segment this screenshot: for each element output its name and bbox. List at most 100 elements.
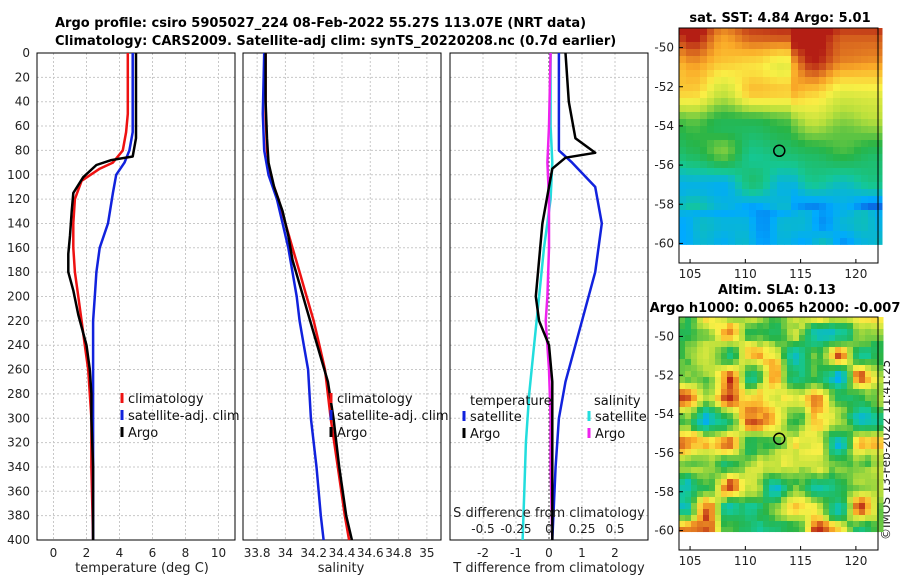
- map-cell: [697, 317, 704, 324]
- map-cell: [799, 485, 806, 492]
- map-cell: [727, 317, 734, 324]
- map-cell: [799, 425, 806, 432]
- map-cell: [835, 377, 842, 384]
- map-cell: [875, 210, 883, 218]
- map-cell: [777, 105, 785, 113]
- map-cell: [871, 503, 878, 510]
- map-cell: [868, 126, 876, 134]
- map-cell: [840, 126, 848, 134]
- map-cell: [817, 509, 824, 516]
- map-cell: [735, 182, 743, 190]
- map-cell: [721, 353, 728, 360]
- map-cell: [685, 479, 692, 486]
- map-cell: [777, 189, 785, 197]
- map-cell: [739, 521, 746, 528]
- map-cell: [735, 140, 743, 148]
- map-cell: [739, 503, 746, 510]
- map-cell: [751, 461, 758, 468]
- map-cell: [735, 224, 743, 232]
- map-cell: [728, 84, 736, 92]
- map-cell: [793, 503, 800, 510]
- map-cell: [697, 413, 704, 420]
- map-cell: [756, 70, 764, 78]
- map-cell: [871, 395, 878, 402]
- map-cell: [861, 84, 869, 92]
- map-cell: [877, 365, 884, 372]
- map-cell: [739, 515, 746, 522]
- map-cell: [840, 133, 848, 141]
- map-cell: [875, 224, 883, 232]
- map-cell: [798, 140, 806, 148]
- map-cell: [745, 371, 752, 378]
- map-cell: [751, 365, 758, 372]
- map-cell: [805, 335, 812, 342]
- map-cell: [865, 359, 872, 366]
- map-cell: [700, 70, 708, 78]
- map-cell: [859, 413, 866, 420]
- map-cell: [679, 509, 686, 516]
- map-cell: [817, 437, 824, 444]
- map-cell: [697, 455, 704, 462]
- map-cell: [854, 161, 862, 169]
- map-y-tick-label: -50: [654, 41, 674, 55]
- map-cell: [714, 126, 722, 134]
- map-cell: [693, 189, 701, 197]
- map-cell: [819, 238, 827, 245]
- map-cell: [775, 443, 782, 450]
- map-cell: [686, 154, 694, 162]
- map-cell: [775, 407, 782, 414]
- map-cell: [865, 365, 872, 372]
- map-cell: [847, 154, 855, 162]
- map-cell: [787, 401, 794, 408]
- map-cell: [691, 317, 698, 324]
- map-cell: [749, 224, 757, 232]
- map-cell: [793, 329, 800, 336]
- map-cell: [799, 407, 806, 414]
- map-cell: [756, 126, 764, 134]
- map-cell: [875, 119, 883, 127]
- map-cell: [763, 521, 770, 528]
- map-cell: [859, 395, 866, 402]
- map-cell: [703, 365, 710, 372]
- map-cell: [847, 419, 854, 426]
- map-cell: [775, 329, 782, 336]
- map-cell: [742, 56, 750, 64]
- map-cell: [840, 147, 848, 155]
- map-cell: [763, 449, 770, 456]
- map-cell: [777, 175, 785, 183]
- map-cell: [775, 377, 782, 384]
- map-cell: [733, 359, 740, 366]
- map-cell: [749, 140, 757, 148]
- map-cell: [691, 497, 698, 504]
- map-cell: [777, 231, 785, 239]
- map-cell: [829, 419, 836, 426]
- map-cell: [781, 341, 788, 348]
- map-cell: [742, 98, 750, 106]
- map-cell: [679, 461, 686, 468]
- map-cell: [685, 461, 692, 468]
- map-cell: [714, 49, 722, 57]
- map-cell: [875, 91, 883, 99]
- map-cell: [823, 437, 830, 444]
- map-cell: [742, 105, 750, 113]
- map-cell: [791, 28, 799, 36]
- map-cell: [787, 395, 794, 402]
- map-cell: [707, 70, 715, 78]
- map-cell: [770, 231, 778, 239]
- map-cell: [777, 161, 785, 169]
- map-cell: [811, 335, 818, 342]
- map-cell: [812, 63, 820, 71]
- map-cell: [817, 479, 824, 486]
- map-cell: [727, 365, 734, 372]
- map-cell: [819, 112, 827, 120]
- map-cell: [819, 35, 827, 43]
- map-cell: [805, 347, 812, 354]
- map-cell: [853, 443, 860, 450]
- map-cell: [697, 347, 704, 354]
- map-cell: [859, 353, 866, 360]
- map-cell: [787, 491, 794, 498]
- map-cell: [799, 347, 806, 354]
- map-cell: [721, 485, 728, 492]
- map-cell: [777, 217, 785, 225]
- map-cell: [791, 84, 799, 92]
